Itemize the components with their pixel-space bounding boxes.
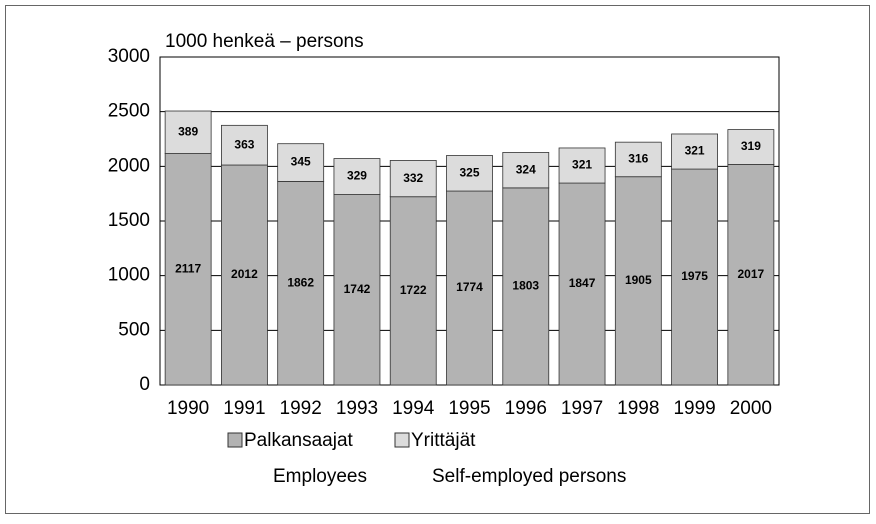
value-label: 319 <box>741 139 761 153</box>
bar-segment <box>221 124 268 166</box>
value-label: 321 <box>685 144 705 158</box>
x-tick-label: 1992 <box>280 398 322 419</box>
bar-segment <box>277 143 325 182</box>
legend-label: Yrittäjät <box>411 430 476 451</box>
bar-segment <box>446 190 493 386</box>
bar-segment <box>502 187 550 386</box>
y-tick-label: 1000 <box>108 265 150 286</box>
value-label: 1975 <box>681 269 708 283</box>
value-label: 2017 <box>738 267 765 281</box>
bar-segment <box>446 155 493 192</box>
x-tick-label: 1993 <box>336 398 378 419</box>
frame <box>5 5 870 514</box>
bar-segment <box>614 176 662 386</box>
value-label: 2117 <box>175 261 201 275</box>
bar-segment <box>671 168 718 386</box>
x-tick-label: 1990 <box>167 398 209 419</box>
bar-segment <box>333 194 381 386</box>
bar-segment <box>614 141 662 178</box>
bar-segment <box>389 160 437 198</box>
value-label: 1847 <box>569 276 596 290</box>
value-label: 1742 <box>344 282 371 296</box>
x-tick-label: 1996 <box>505 398 547 419</box>
value-label: 1862 <box>287 275 314 289</box>
x-tick-label: 1994 <box>392 398 435 419</box>
legend-label: Self-employed persons <box>432 466 626 487</box>
x-tick-label: 1995 <box>448 398 490 419</box>
value-label: 1774 <box>456 280 483 294</box>
bar-segment <box>727 129 775 165</box>
bar-segment <box>164 110 212 154</box>
value-label: 1722 <box>400 283 427 297</box>
value-label: 321 <box>572 158 592 172</box>
value-label: 1905 <box>625 273 652 287</box>
bar-segment <box>558 147 606 184</box>
x-tick-label: 1999 <box>673 398 715 419</box>
legend-swatch <box>227 432 243 448</box>
value-label: 389 <box>178 124 198 138</box>
bar-segment <box>277 181 325 386</box>
bar-segment <box>221 164 268 386</box>
value-label: 324 <box>516 162 536 176</box>
bar-segment <box>164 153 212 386</box>
value-label: 325 <box>459 165 479 179</box>
x-tick-label: 2000 <box>730 398 772 419</box>
value-label: 2012 <box>231 267 258 281</box>
bar-segment <box>671 133 718 170</box>
value-label: 332 <box>403 171 423 185</box>
legend-label: Employees <box>273 466 367 487</box>
x-tick-label: 1998 <box>617 398 659 419</box>
value-label: 329 <box>347 169 367 183</box>
y-tick-label: 3000 <box>108 46 150 67</box>
bar-segment <box>502 152 550 189</box>
y-axis-label: 1000 henkeä – persons <box>165 31 364 52</box>
legend-label: Palkansaajat <box>244 430 354 451</box>
x-tick-label: 1991 <box>223 398 265 419</box>
x-tick-label: 1997 <box>561 398 603 419</box>
bar-segment <box>558 182 606 386</box>
y-tick-label: 500 <box>118 319 150 340</box>
y-tick-label: 1500 <box>108 210 150 231</box>
legend-swatch <box>394 432 410 448</box>
value-label: 1803 <box>512 279 539 293</box>
y-tick-label: 2000 <box>108 155 150 176</box>
bar-segment <box>389 196 437 386</box>
y-tick-label: 2500 <box>108 101 150 122</box>
value-label: 316 <box>628 152 648 166</box>
value-label: 345 <box>291 155 311 169</box>
value-label: 363 <box>234 137 254 151</box>
y-tick-label: 0 <box>139 374 150 395</box>
bar-segment <box>333 158 381 195</box>
